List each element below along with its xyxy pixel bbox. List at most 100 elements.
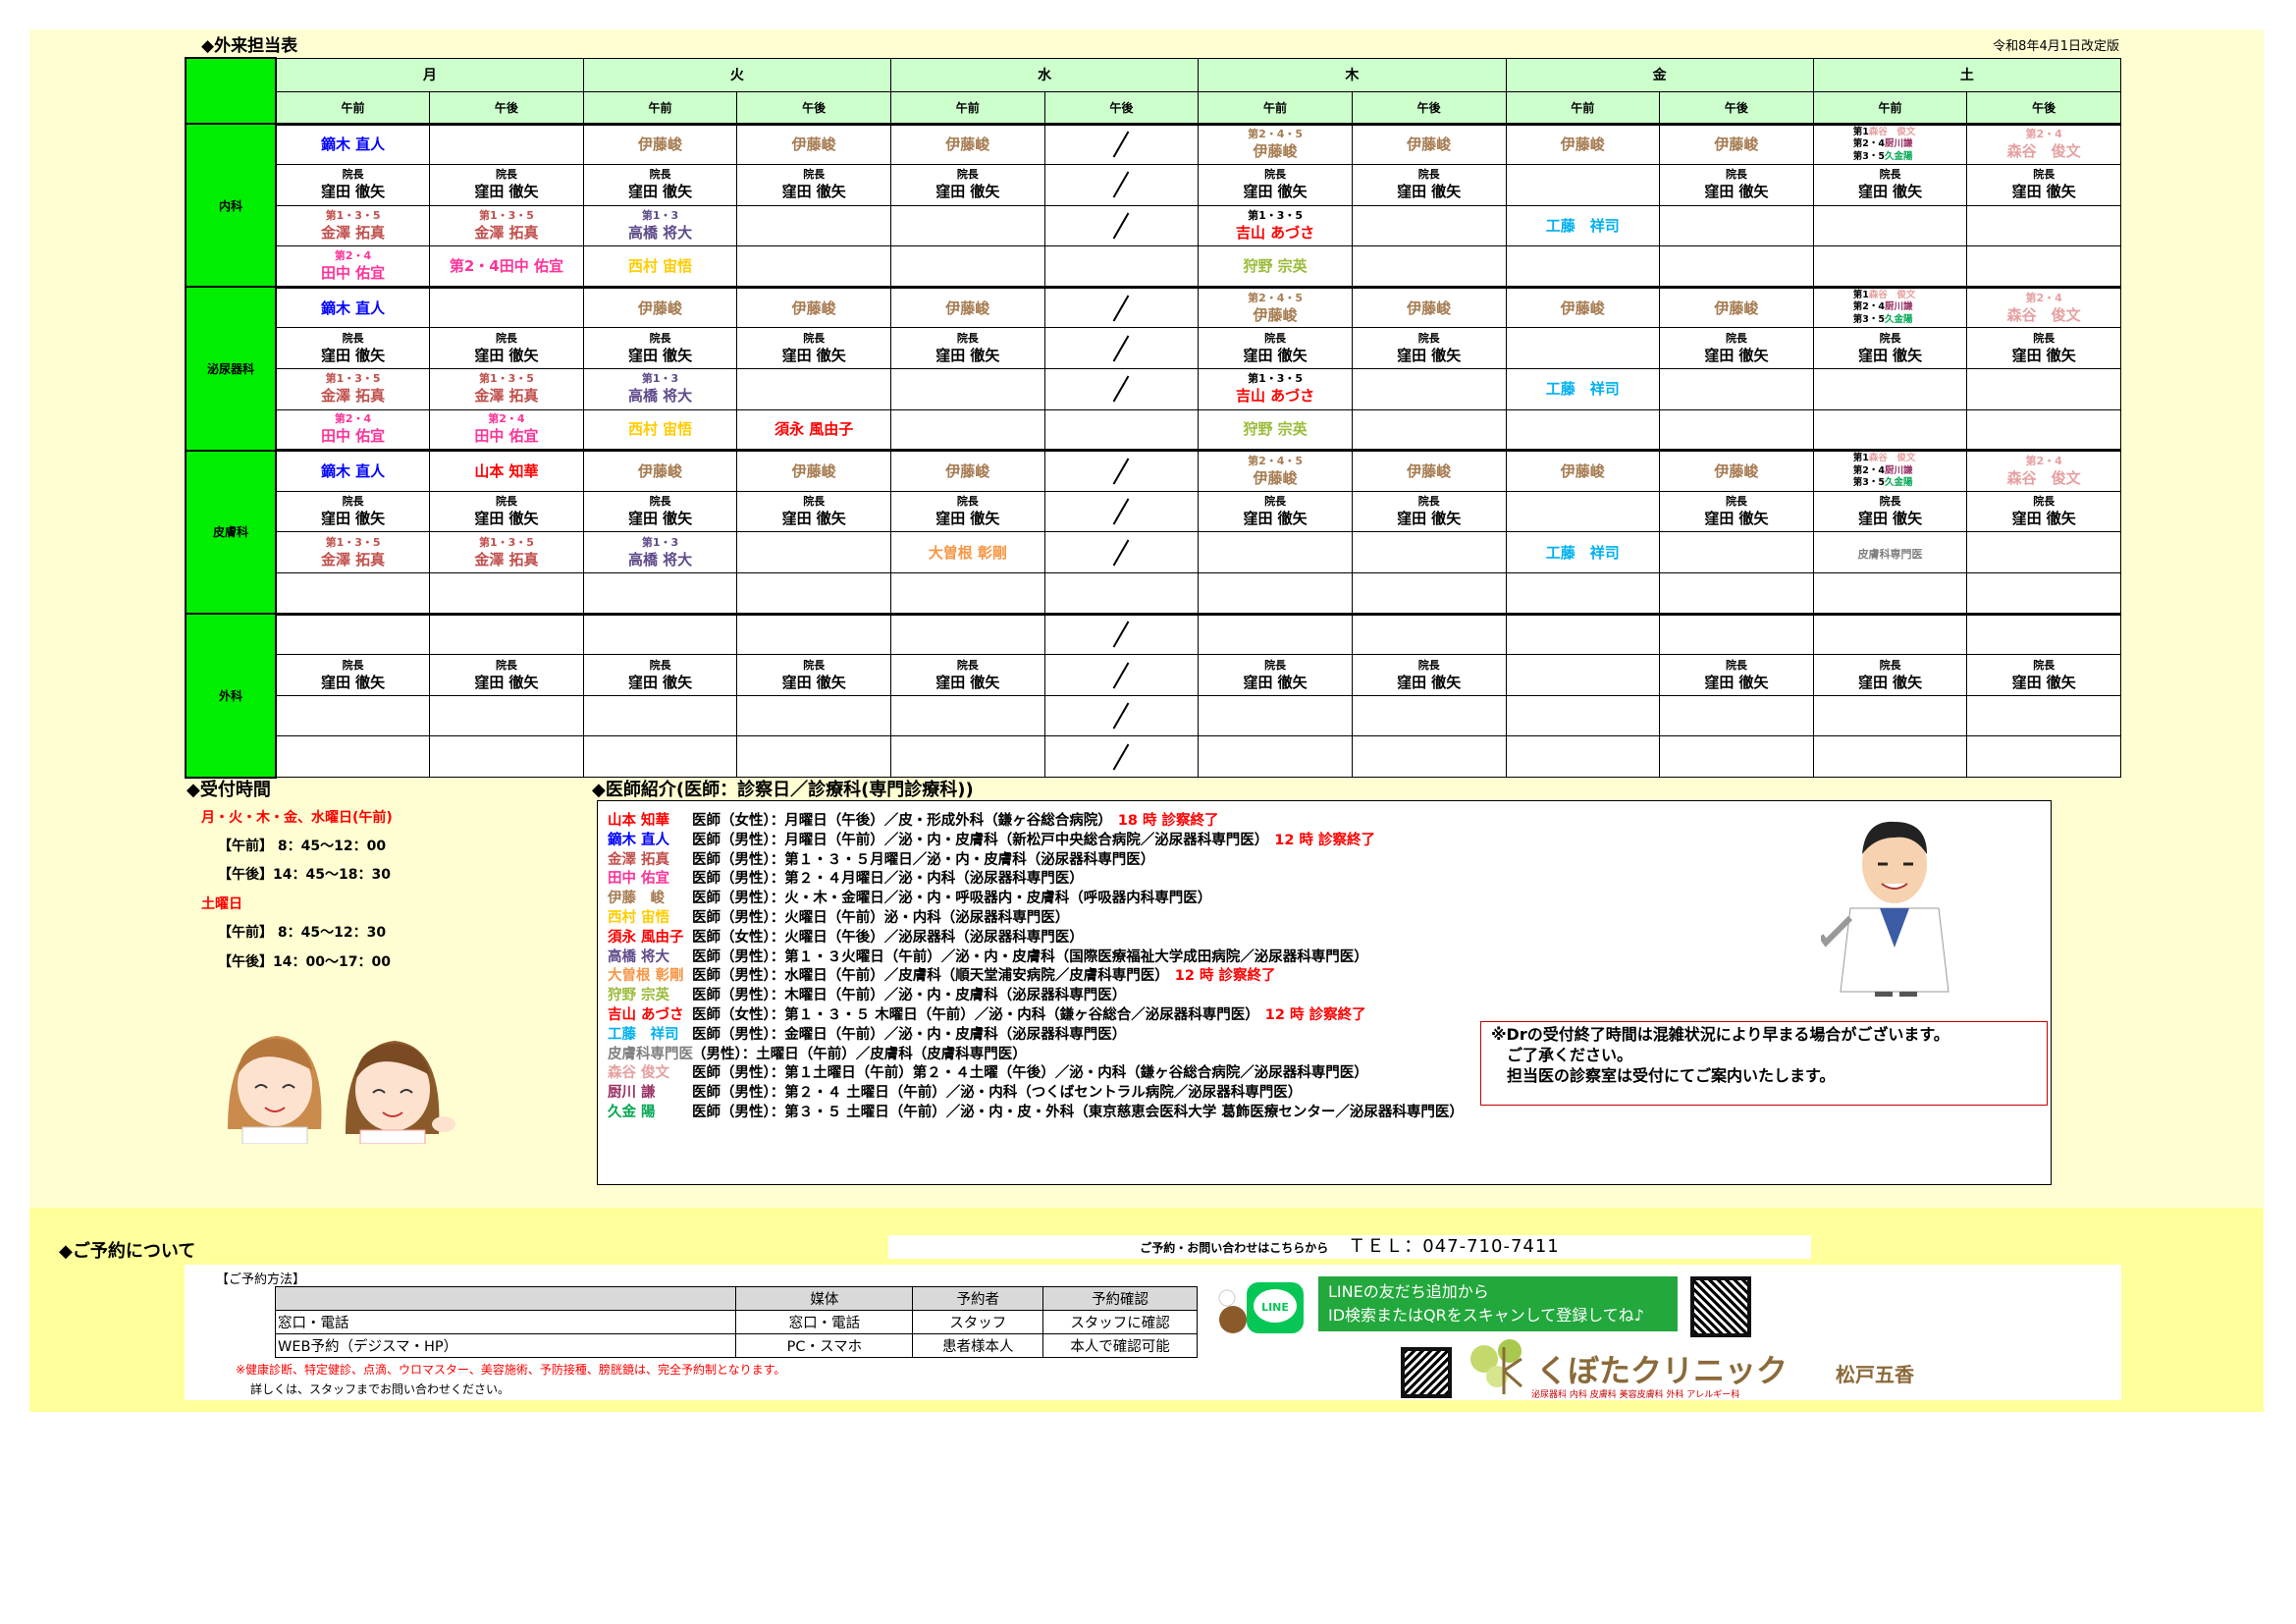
doctor-name: 窪田 徹矢: [474, 183, 539, 201]
doctor-name: 高橋 将大: [627, 550, 693, 568]
rotation-line: 第2・4厨川謙: [1814, 138, 1966, 151]
schedule-cell: [1812, 368, 1968, 410]
schedule-cell: [890, 408, 1045, 452]
clinic-logo: くぼたクリニック 松戸五香 泌尿器科 内科 皮膚科 美容皮膚科 外科 アレルギー…: [1470, 1339, 1915, 1400]
doctor-name: 工藤 祥司: [1545, 543, 1620, 562]
reservation-method-label: 【ご予約方法】: [216, 1272, 306, 1287]
schedule-cell: [1043, 122, 1200, 166]
week-label: 院長: [495, 495, 517, 509]
schedule-cell: 伊藤峻: [1351, 449, 1507, 492]
schedule-cell: [1812, 204, 1968, 247]
schedule-cell: [1659, 612, 1814, 656]
rotation-week: 第3・5: [1852, 477, 1885, 489]
rotation-line: 第3・5久金陽: [1814, 151, 1966, 164]
doctor-name: 吉山 あづさ: [1235, 387, 1315, 406]
week-label: 院長: [1264, 495, 1287, 509]
schedule-cell: [890, 245, 1045, 288]
doctor-intro-box: 山本 知華 医師（女性）：月曜日（午後）／皮・形成外科（鎌ヶ谷総合病院） 18 時 …: [597, 800, 2052, 1185]
schedule-cell: 工藤 祥司: [1505, 531, 1661, 574]
doctor-intro-line: 久金 陽 医師（男性）：第３・５ 土曜日（午前）／泌・内・皮・外科（東京慈恵会医科…: [608, 1101, 1464, 1121]
doctor-name: 伊藤峻: [1560, 298, 1605, 317]
doctor-name: 久金陽: [1884, 477, 1913, 489]
doctor-name: 伊藤峻: [945, 135, 990, 154]
schedule-cell: [1198, 531, 1353, 574]
schedule-cell: 院長 窪田 徹矢: [1812, 327, 1968, 370]
week-label: 院長: [956, 658, 979, 672]
doctor-name: 窪田 徹矢: [1243, 510, 1308, 528]
schedule-cell: [736, 245, 891, 288]
clinic-qr-code[interactable]: [1401, 1347, 1452, 1398]
schedule-cell: [429, 572, 584, 615]
schedule-cell: 皮膚科専門医: [1812, 531, 1968, 574]
schedule-cell: 狩野 宗英: [1198, 408, 1353, 452]
unavailable-slash: [1113, 539, 1130, 567]
doctor-name: 狩野 宗英: [1243, 257, 1308, 276]
tel-number[interactable]: ＴＥＬ：047-710-7411: [1348, 1236, 1560, 1257]
schedule-cell: [890, 735, 1045, 778]
schedule-cell: 伊藤峻: [890, 285, 1045, 329]
schedule-cell: [1659, 531, 1814, 574]
doctor-name: 西村 宙悟: [627, 420, 693, 439]
doctor-name: 窪田 徹矢: [474, 673, 539, 691]
line-banner[interactable]: LINEの友だち追加から ID検索またはQRをスキャンして登録してね♪: [1318, 1276, 1678, 1331]
doctor-name: 金澤 拓真: [474, 387, 539, 406]
schedule-cell: 第1・3 高橋 将大: [582, 531, 738, 574]
day-header: 月: [275, 57, 584, 92]
schedule-cell: 院長 窪田 徹矢: [1812, 654, 1968, 696]
schedule-cell: 第1森谷 俊文 第2・4厨川謙 第3・5久金陽: [1812, 122, 1968, 166]
schedule-cell: 院長 窪田 徹矢: [1198, 327, 1353, 370]
unavailable-slash: [1113, 743, 1130, 771]
schedule-cell: 院長 窪田 徹矢: [736, 164, 891, 206]
doctor-name: 皮膚科専門医: [608, 1046, 693, 1062]
schedule-cell: 狩野 宗英: [1198, 245, 1353, 288]
schedule-cell: 西村 宙悟: [582, 408, 738, 452]
schedule-cell: 院長 窪田 徹矢: [582, 327, 738, 370]
schedule-row: 皮膚科 鏑木 直人 山本 知華 伊藤峻 伊藤峻 伊藤峻 第2・4・5 伊藤峻 伊藤峻 伊藤峻 伊藤峻…: [185, 449, 2121, 616]
doctor-name: 厨川謙: [1884, 301, 1913, 313]
schedule-cell: [736, 735, 891, 778]
schedule-cell: [1043, 694, 1200, 737]
doctor-name: 窪田 徹矢: [781, 673, 846, 691]
week-label: 院長: [1725, 495, 1747, 509]
schedule-cell: [429, 612, 584, 656]
week-label: 第2・4・5: [1248, 291, 1304, 304]
line-qr-code[interactable]: [1690, 1276, 1751, 1337]
schedule-cell: [1043, 490, 1200, 533]
week-label: 第1・3・5: [325, 535, 381, 549]
schedule-cell: [1812, 735, 1968, 778]
schedule-row: 外科: [185, 612, 2121, 779]
doctor-description: 医師（女性）：月曜日（午後）／皮・形成外科（鎌ヶ谷総合病院）: [692, 813, 1112, 829]
doctor-name: 窪田 徹矢: [781, 510, 846, 528]
doctor-name: 窪田 徹矢: [2011, 510, 2076, 528]
doctor-description: 医師（男性）：第２・４ 土曜日（午前）／泌・内科（つくばセントラル病院／泌尿器科…: [692, 1085, 1303, 1102]
schedule-cell: [1505, 327, 1661, 370]
week-label: 院長: [803, 168, 826, 182]
schedule-cell: [890, 204, 1045, 247]
schedule-cell: [1351, 694, 1507, 737]
schedule-cell: [429, 735, 584, 778]
rotation-line: 第3・5久金陽: [1814, 477, 1966, 490]
doctor-name: 伊藤峻: [1714, 298, 1759, 317]
doctor-name: 窪田 徹矢: [320, 183, 386, 201]
doctor-name: 窪田 徹矢: [627, 673, 693, 691]
week-label: 院長: [495, 168, 517, 182]
doctor-name: 窪田 徹矢: [1243, 346, 1308, 364]
schedule-cell: [1043, 654, 1200, 696]
week-label: 第1・3・5: [325, 372, 381, 386]
doctor-name: 伊藤峻: [791, 298, 836, 317]
day-header: 水: [889, 57, 1200, 92]
schedule-cell: [582, 612, 738, 656]
schedule-cell: 第1・3・5 金澤 拓真: [429, 531, 584, 574]
schedule-cell: [1659, 368, 1814, 410]
doctor-name: 森谷 俊文: [608, 1065, 670, 1082]
schedule-cell: 伊藤峻: [736, 122, 891, 166]
schedule-cell: [1505, 612, 1661, 656]
schedule-cell: 院長 窪田 徹矢: [429, 164, 584, 206]
schedule-cell: [1812, 408, 1968, 452]
doctor-description: 医師（男性）：火曜日（午前）泌・内科（泌尿器科専門医）: [692, 910, 1070, 926]
doctor-name: 伊藤峻: [791, 462, 836, 481]
schedule-cell: [1659, 245, 1814, 288]
hours-weekday-label: 月・火・木・金、水曜日(午前): [201, 810, 393, 826]
